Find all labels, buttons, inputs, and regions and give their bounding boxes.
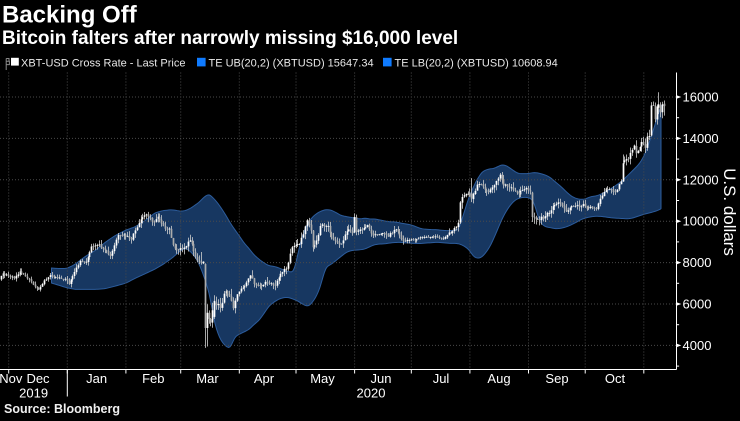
svg-text:Aug: Aug (487, 371, 510, 386)
svg-text:12000: 12000 (683, 172, 719, 187)
svg-text:6000: 6000 (683, 297, 712, 312)
svg-text:10000: 10000 (683, 214, 719, 229)
svg-text:4000: 4000 (683, 338, 712, 353)
svg-text:Apr: Apr (254, 371, 275, 386)
svg-text:Jul: Jul (433, 371, 450, 386)
svg-text:May: May (310, 371, 335, 386)
svg-text:TE UB(20,2) (XBTUSD) 15647.34: TE UB(20,2) (XBTUSD) 15647.34 (209, 57, 374, 69)
svg-text:Sep: Sep (545, 371, 568, 386)
svg-text:XBT-USD Cross Rate - Last Pric: XBT-USD Cross Rate - Last Price (21, 57, 185, 69)
svg-text:TE LB(20,2) (XBTUSD) 10608.94: TE LB(20,2) (XBTUSD) 10608.94 (395, 57, 558, 69)
svg-text:Nov: Nov (0, 371, 23, 386)
svg-text:2020: 2020 (357, 385, 386, 400)
svg-text:Source: Bloomberg: Source: Bloomberg (4, 402, 120, 416)
svg-text:2019: 2019 (19, 385, 48, 400)
svg-text:14000: 14000 (683, 131, 719, 146)
svg-text:8000: 8000 (683, 255, 712, 270)
svg-text:U.S. dollars: U.S. dollars (720, 168, 739, 256)
svg-text:Jun: Jun (371, 371, 392, 386)
svg-text:Feb: Feb (142, 371, 164, 386)
svg-text:Backing Off: Backing Off (2, 1, 138, 28)
svg-text:Oct: Oct (605, 371, 626, 386)
svg-text:Jan: Jan (86, 371, 107, 386)
svg-text:16000: 16000 (683, 90, 719, 105)
svg-text:Bitcoin falters after narrowly: Bitcoin falters after narrowly missing $… (2, 28, 458, 49)
svg-text:Mar: Mar (196, 371, 219, 386)
svg-text:Dec: Dec (26, 371, 50, 386)
